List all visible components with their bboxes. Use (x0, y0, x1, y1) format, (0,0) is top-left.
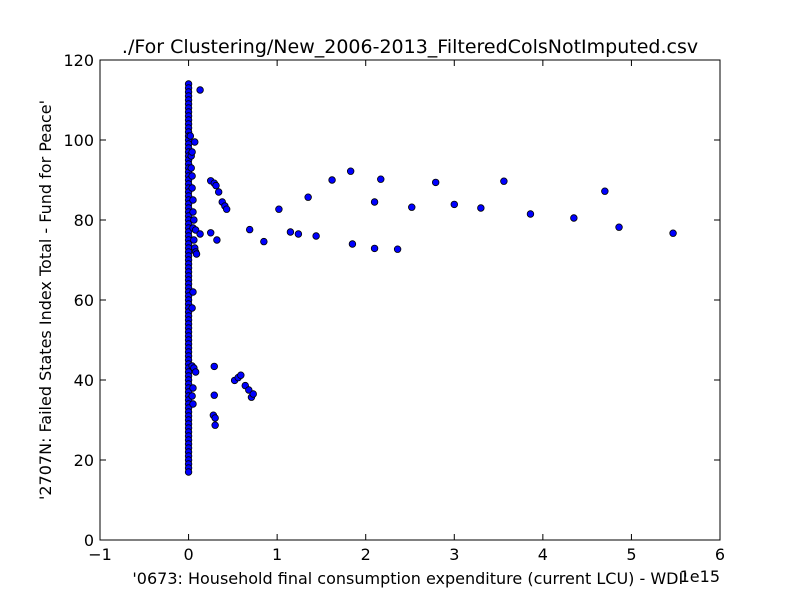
x-tick-label: 1 (272, 545, 282, 564)
scatter-point (348, 240, 357, 248)
scatter-point (275, 205, 283, 213)
scatter-point (260, 237, 268, 246)
scatter-point (190, 216, 198, 224)
scatter-point (431, 178, 440, 187)
scatter-point (184, 468, 193, 476)
scatter-point (570, 214, 578, 222)
scatter-point (214, 188, 223, 196)
y-axis-label: '2707N: Failed States Index Total - Fund… (36, 100, 55, 500)
scatter-point (190, 236, 198, 244)
x-tick-label: 5 (626, 545, 636, 564)
scatter-point (500, 177, 508, 185)
scatter-point (370, 244, 379, 253)
scatter-point (188, 148, 196, 156)
x-tick-label: −1 (88, 545, 112, 564)
scatter-point (601, 187, 609, 195)
scatter-point (212, 181, 220, 190)
y-tick-label: 0 (84, 531, 94, 550)
scatter-point (210, 362, 218, 371)
y-tick-label: 60 (74, 291, 94, 310)
scatter-point (210, 391, 218, 399)
scatter-point (207, 229, 215, 237)
y-tick-label: 100 (63, 131, 94, 150)
scatter-point (188, 304, 196, 312)
scatter-point (245, 225, 254, 234)
scatter-point (213, 236, 221, 244)
scatter-point (188, 172, 196, 180)
scatter-point (196, 230, 204, 238)
y-axis-ticks: 0 20 40 60 80 100 120 (63, 51, 720, 550)
scatter-point (408, 203, 416, 211)
x-axis-offset-label: 1e15 (680, 567, 720, 586)
scatter-point (211, 421, 219, 429)
scatter-point (196, 86, 204, 94)
y-tick-label: 40 (74, 371, 94, 390)
scatter-point (189, 288, 197, 296)
x-tick-label: 3 (449, 545, 459, 564)
scatter-point (615, 223, 623, 231)
x-axis-ticks: −1 0 1 2 3 4 5 6 (88, 60, 725, 564)
scatter-point (669, 229, 677, 237)
x-tick-label: 4 (538, 545, 548, 564)
scatter-point (222, 205, 231, 213)
points-layer (184, 80, 677, 476)
x-tick-label: 0 (183, 545, 193, 564)
scatter-point (211, 414, 219, 422)
scatter-point (249, 390, 257, 398)
scatter-point (304, 193, 312, 201)
y-tick-label: 20 (74, 451, 94, 470)
scatter-point (189, 384, 197, 392)
x-tick-label: 2 (361, 545, 371, 564)
scatter-point (191, 368, 200, 376)
scatter-point (377, 175, 385, 183)
x-tick-label: 6 (715, 545, 725, 564)
scatter-point (312, 232, 320, 240)
scatter-point (286, 228, 295, 236)
scatter-point (187, 164, 195, 172)
scatter-point (526, 210, 535, 218)
scatter-point (191, 138, 199, 146)
y-tick-label: 120 (63, 51, 94, 70)
scatter-point (294, 230, 303, 238)
scatter-point (328, 176, 336, 184)
scatter-point (189, 400, 197, 408)
scatter-point (346, 167, 355, 175)
scatter-point (477, 204, 485, 212)
scatter-point (188, 184, 196, 192)
scatter-point (237, 371, 245, 379)
x-axis-label: '0673: Household final consumption expen… (132, 569, 687, 588)
scatter-point (189, 208, 197, 216)
scatter-point (393, 245, 402, 253)
y-tick-label: 80 (74, 211, 94, 230)
scatter-point (370, 198, 379, 206)
scatter-point (192, 250, 201, 258)
chart-title: ./For Clustering/New_2006-2013_FilteredC… (122, 36, 698, 58)
scatter-point (450, 200, 458, 209)
scatter-point (189, 196, 197, 204)
scatter-point (188, 392, 196, 400)
scatter-point (186, 132, 195, 140)
